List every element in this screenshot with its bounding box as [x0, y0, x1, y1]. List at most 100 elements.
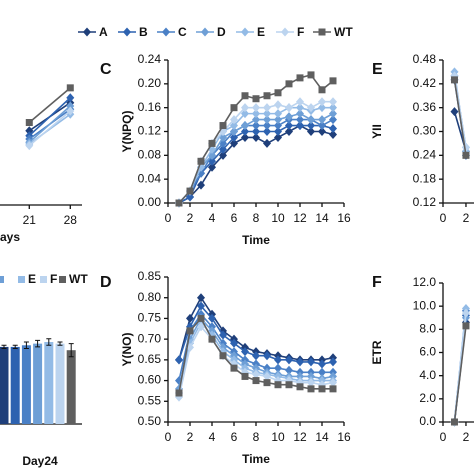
marker	[230, 338, 238, 348]
marker	[175, 199, 183, 207]
marker	[66, 93, 75, 103]
marker	[274, 100, 282, 110]
legend-marker	[201, 27, 209, 37]
legend-label: B	[139, 25, 148, 39]
error-bar	[12, 344, 18, 350]
y-tick-label: 0.80	[138, 290, 162, 304]
marker	[241, 347, 249, 357]
marker	[197, 180, 205, 190]
y-tick-label: 0.30	[413, 124, 437, 138]
marker	[208, 313, 216, 323]
marker	[252, 115, 260, 125]
y-tick-label: 0.42	[413, 76, 437, 90]
series-line	[28, 105, 71, 143]
marker	[329, 385, 337, 393]
series-line	[453, 79, 467, 156]
y-tick-label: 0.24	[413, 148, 437, 162]
legend-label: F	[297, 25, 304, 39]
y-axis-label: YII	[370, 124, 384, 139]
y-axis-label: Y(NPQ)	[120, 110, 134, 152]
panel-letter: F	[372, 274, 382, 291]
y-tick-label: 0.20	[138, 76, 162, 90]
marker	[274, 381, 282, 389]
marker	[307, 385, 315, 393]
legend-swatch	[0, 276, 4, 283]
x-tick-label: 8	[253, 211, 260, 225]
marker	[252, 132, 260, 142]
marker	[252, 121, 260, 131]
marker	[230, 121, 238, 131]
x-tick-label: 4	[209, 430, 216, 444]
x-tick-label: 0	[440, 430, 447, 444]
bar	[44, 342, 54, 424]
marker	[296, 103, 304, 113]
marker	[263, 138, 271, 148]
marker	[274, 127, 282, 136]
marker	[197, 314, 205, 322]
x-tick-label: 8	[253, 430, 260, 444]
legend-marker	[281, 27, 289, 37]
x-tick-label: 2	[187, 430, 194, 444]
marker	[219, 122, 227, 130]
marker	[274, 355, 282, 365]
y-tick-label: 0.12	[413, 195, 437, 209]
marker	[462, 322, 470, 330]
marker	[66, 106, 75, 116]
error-bar	[57, 341, 63, 346]
marker	[197, 157, 205, 165]
x-tick-label: 10	[271, 430, 285, 444]
error-bar	[23, 341, 29, 350]
panel-letter: D	[100, 274, 112, 291]
series-line	[28, 110, 71, 147]
series-line	[453, 325, 467, 423]
marker	[230, 138, 238, 148]
marker	[208, 335, 216, 343]
marker	[263, 379, 271, 387]
x-tick-label: 10	[271, 211, 285, 225]
marker	[208, 162, 216, 172]
marker	[318, 367, 326, 377]
error-bar	[46, 338, 52, 346]
marker	[329, 357, 337, 367]
marker	[296, 109, 304, 119]
marker	[285, 121, 293, 131]
marker	[241, 103, 249, 113]
bar	[55, 343, 65, 424]
marker	[329, 378, 337, 388]
marker	[263, 371, 271, 381]
marker	[318, 115, 326, 125]
legend-swatch	[18, 276, 25, 283]
x-tick-label: 2	[463, 430, 470, 444]
legend-label: D	[217, 25, 226, 39]
marker	[219, 144, 227, 154]
legend-marker	[162, 27, 170, 37]
marker	[274, 89, 282, 97]
marker	[307, 357, 315, 367]
x-tick-label: 2	[187, 211, 194, 225]
marker	[307, 103, 315, 113]
marker	[219, 330, 227, 340]
marker	[25, 119, 33, 126]
marker	[241, 92, 249, 100]
marker	[285, 365, 293, 375]
marker	[230, 127, 238, 136]
series-line	[28, 87, 71, 124]
y-tick-label: 0.48	[413, 52, 437, 66]
marker	[318, 97, 326, 107]
bar	[33, 343, 43, 424]
marker	[285, 127, 293, 136]
y-tick-label: 4.0	[419, 368, 436, 382]
marker	[285, 80, 293, 88]
y-tick-label: 0.55	[138, 393, 162, 407]
marker	[252, 109, 260, 119]
marker	[252, 103, 260, 113]
marker	[263, 92, 271, 100]
x-tick-label: 28	[64, 213, 78, 227]
panel-letter: C	[100, 61, 112, 78]
legend-label: A	[99, 25, 108, 39]
marker	[274, 121, 282, 131]
marker	[329, 103, 337, 113]
x-tick-label: 14	[315, 211, 329, 225]
marker	[252, 377, 260, 385]
